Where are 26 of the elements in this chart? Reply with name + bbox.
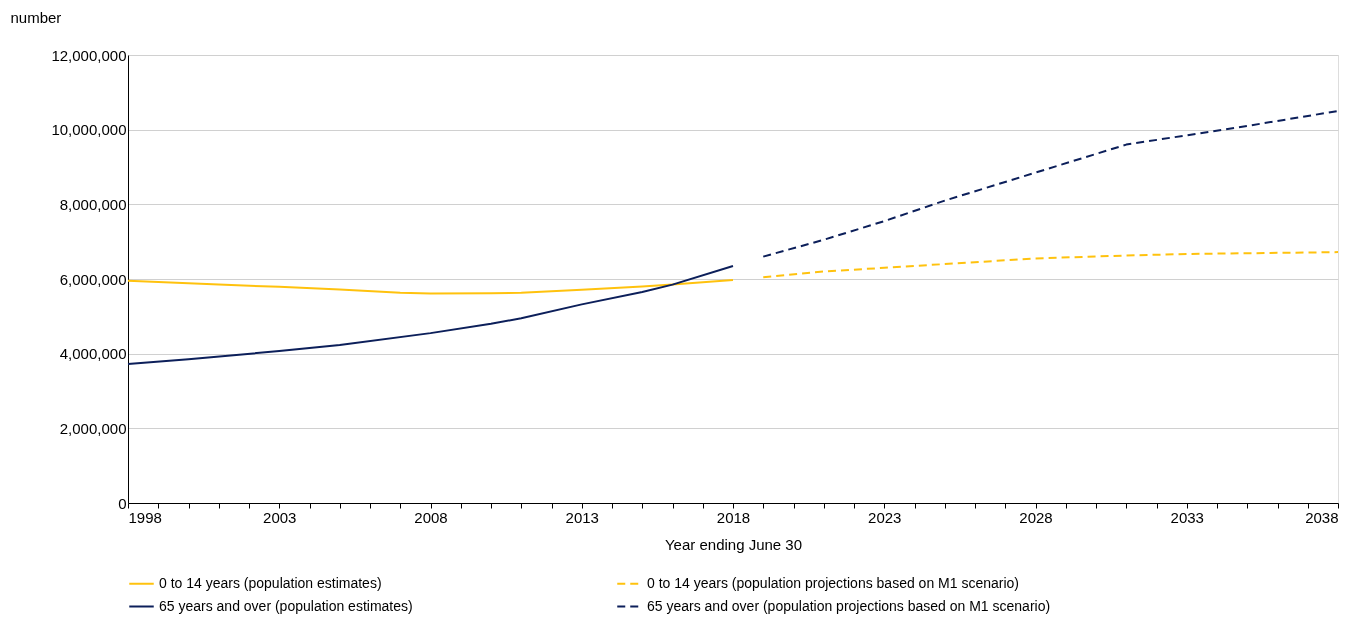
x-tick-label: 2023 [868,508,902,526]
x-tick-label: 2018 [716,508,751,526]
y-tick-label: 2,000,000 [59,419,127,437]
x-tick-label: 2038 [1305,508,1339,526]
y-tick-label: 4,000,000 [59,345,127,363]
y-tick-label: 10,000,000 [51,121,127,139]
line-series [127,264,734,366]
x-tick-label: 2008 [414,508,448,526]
y-axis-title: number [10,8,62,26]
x-tick-label: 2003 [263,508,297,526]
legend-label: 0 to 14 years (population estimates) [159,574,382,591]
x-tick-label: 2013 [565,508,599,526]
x-tick-label: 1998 [128,508,162,526]
legend-label: 65 years and over (population projections based on M1 scenario) [647,597,1051,614]
line-series [762,110,1339,258]
y-tick-label: 8,000,000 [59,195,127,213]
y-tick-label: 6,000,000 [59,270,127,288]
line-series [127,279,734,295]
legend-label: 0 to 14 years (population projections based on M1 scenario) [647,574,1019,591]
x-tick-label: 2028 [1019,508,1053,526]
x-tick-label: 2033 [1170,508,1204,526]
y-tick-label: 0 [118,494,127,512]
y-tick-label: 12,000,000 [51,46,127,64]
line-series [762,251,1339,279]
x-axis-title: Year ending June 30 [664,535,803,553]
legend-label: 65 years and over (population estimates) [159,597,413,614]
